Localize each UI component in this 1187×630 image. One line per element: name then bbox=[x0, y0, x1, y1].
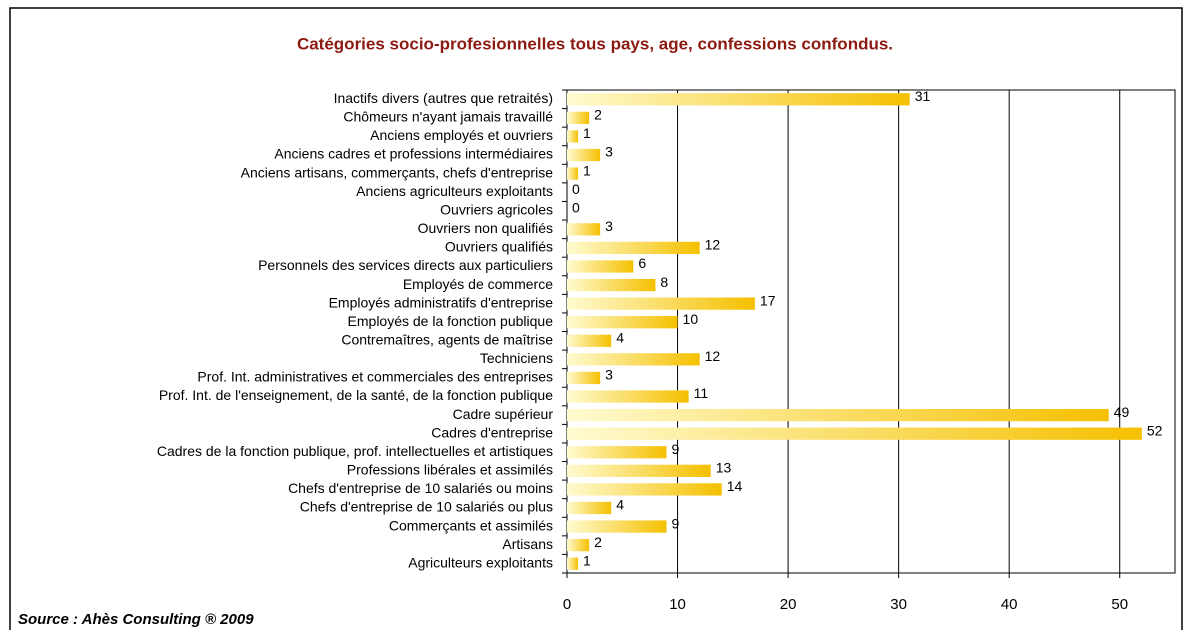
value-label: 49 bbox=[1114, 404, 1130, 420]
y-tick-label: Chefs d'entreprise de 10 salariés ou moi… bbox=[288, 480, 553, 496]
value-label: 3 bbox=[605, 367, 613, 383]
bar bbox=[567, 464, 711, 477]
value-label: 1 bbox=[583, 162, 591, 178]
y-tick-label: Employés de la fonction publique bbox=[348, 313, 554, 329]
bar bbox=[567, 111, 590, 124]
y-tick-label: Anciens agriculteurs exploitants bbox=[356, 183, 553, 199]
bar bbox=[567, 241, 700, 255]
value-label: 13 bbox=[716, 460, 732, 476]
y-tick-label: Anciens artisans, commerçants, chefs d'e… bbox=[241, 164, 554, 180]
value-label: 17 bbox=[760, 292, 776, 308]
bar bbox=[567, 148, 601, 162]
y-tick-label: Chômeurs n'ayant jamais travaillé bbox=[343, 109, 553, 125]
y-tick-label: Techniciens bbox=[480, 350, 553, 366]
bar bbox=[567, 278, 656, 292]
y-tick-label: Personnels des services directs aux part… bbox=[258, 257, 553, 273]
bar bbox=[567, 93, 910, 106]
value-label: 1 bbox=[583, 552, 591, 568]
bar bbox=[567, 316, 678, 329]
y-tick-label: Prof. Int. de l'enseignement, de la sant… bbox=[159, 387, 553, 403]
y-tick-label: Cadres de la fonction publique, prof. in… bbox=[157, 443, 553, 459]
bar bbox=[567, 446, 667, 459]
bar bbox=[567, 557, 579, 570]
value-label: 2 bbox=[594, 534, 602, 550]
value-label: 0 bbox=[572, 181, 580, 197]
y-tick-label: Cadre supérieur bbox=[453, 406, 554, 422]
value-label: 11 bbox=[694, 385, 709, 401]
source: Source : Ahès Consulting ® 2009 bbox=[18, 611, 254, 628]
chart-title: Catégories socio-profesionnelles tous pa… bbox=[297, 34, 893, 53]
value-label: 3 bbox=[605, 144, 613, 160]
value-label: 12 bbox=[705, 348, 721, 364]
bar bbox=[567, 539, 590, 552]
x-tick-label: 50 bbox=[1111, 596, 1128, 613]
frame bbox=[9, 7, 1183, 630]
y-tick-label: Cadres d'entreprise bbox=[431, 424, 553, 440]
bar bbox=[567, 520, 667, 533]
bar bbox=[567, 501, 612, 515]
value-label: 4 bbox=[616, 329, 624, 345]
x-tick-label: 10 bbox=[669, 596, 686, 613]
y-tick-label: Employés administratifs d'entreprise bbox=[329, 294, 554, 310]
value-label: 12 bbox=[705, 237, 721, 253]
bar bbox=[567, 167, 579, 180]
x-tick-label: 30 bbox=[890, 596, 907, 613]
value-label: 2 bbox=[594, 107, 602, 123]
y-tick-label: Ouvriers non qualifiés bbox=[418, 220, 553, 236]
x-tick-label: 0 bbox=[563, 596, 571, 613]
value-label: 52 bbox=[1147, 422, 1163, 438]
x-tick-label: 40 bbox=[1001, 596, 1018, 613]
y-tick-label: Professions libérales et assimilés bbox=[347, 462, 553, 478]
bar bbox=[567, 223, 601, 236]
y-tick-label: Ouvriers qualifiés bbox=[445, 239, 553, 255]
value-label: 8 bbox=[660, 274, 668, 290]
y-tick-label: Agriculteurs exploitants bbox=[408, 554, 553, 570]
bar bbox=[567, 371, 601, 385]
bar bbox=[567, 260, 634, 273]
value-label: 10 bbox=[683, 311, 699, 327]
y-tick-label: Employés de commerce bbox=[403, 276, 553, 292]
bar bbox=[567, 390, 689, 403]
value-label: 9 bbox=[671, 441, 679, 457]
bar bbox=[567, 353, 700, 366]
x-tick-label: 20 bbox=[780, 596, 797, 613]
bar bbox=[567, 334, 612, 347]
bar bbox=[567, 427, 1142, 440]
y-tick-label: Contremaîtres, agents de maîtrise bbox=[341, 331, 553, 347]
value-label: 3 bbox=[605, 218, 613, 234]
bar bbox=[567, 483, 722, 496]
y-tick-label: Ouvriers agricoles bbox=[440, 201, 553, 217]
y-tick-label: Artisans bbox=[502, 536, 553, 552]
plot-border bbox=[566, 89, 1176, 574]
y-tick-label: Commerçants et assimilés bbox=[389, 517, 553, 533]
value-label: 1 bbox=[583, 125, 591, 141]
y-tick-label: Inactifs divers (autres que retraités) bbox=[334, 90, 553, 106]
value-label: 9 bbox=[671, 515, 679, 531]
y-tick-label: Prof. Int. administratives et commercial… bbox=[197, 369, 553, 385]
y-tick-label: Chefs d'entreprise de 10 salariés ou plu… bbox=[300, 499, 553, 515]
value-label: 0 bbox=[572, 199, 580, 215]
bar bbox=[567, 408, 1109, 422]
y-tick-label: Anciens cadres et professions intermédia… bbox=[274, 146, 553, 162]
value-label: 14 bbox=[727, 478, 743, 494]
value-label: 4 bbox=[616, 497, 624, 513]
bar bbox=[567, 297, 755, 310]
value-label: 6 bbox=[638, 255, 646, 271]
bar bbox=[567, 130, 579, 143]
value-label: 31 bbox=[915, 88, 931, 104]
y-tick-label: Anciens employés et ouvriers bbox=[370, 127, 553, 143]
